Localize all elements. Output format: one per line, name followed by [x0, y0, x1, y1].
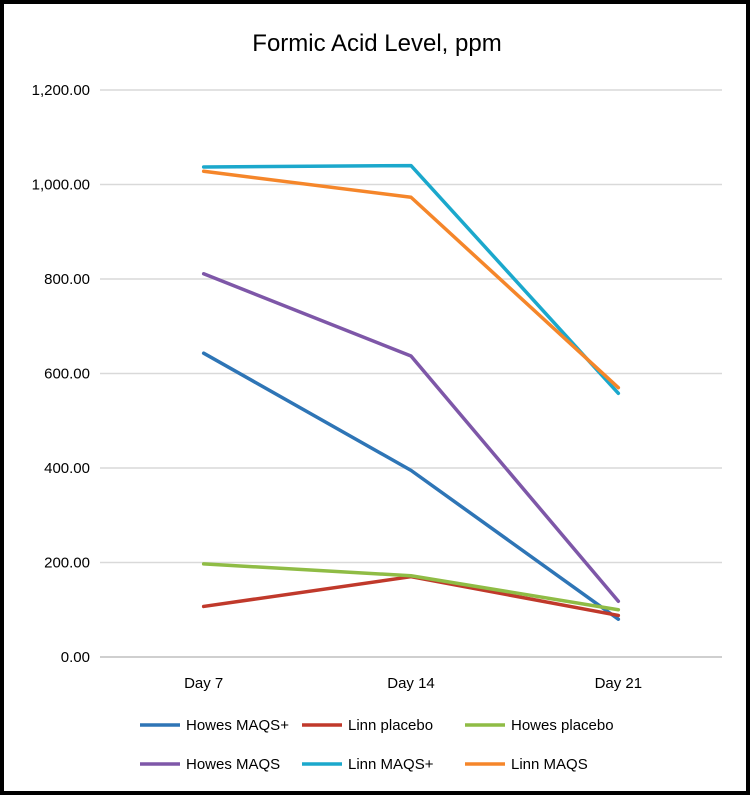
- legend: Howes MAQS+ Linn placebo Howes placebo Howe…: [140, 717, 614, 773]
- legend-label: Howes MAQS+: [186, 717, 289, 734]
- y-axis-ticks: 0.00 200.00 400.00 600.00 800.00 1,000.00 1,20…: [32, 82, 90, 666]
- series-line: [201, 574, 621, 618]
- legend-label: Howes placebo: [511, 717, 614, 734]
- legend-label: Linn placebo: [348, 717, 433, 734]
- y-tick-label: 0.00: [61, 649, 90, 666]
- x-tick-label: Day 14: [387, 675, 435, 692]
- grid-lines: [100, 89, 722, 658]
- y-tick-label: 200.00: [44, 555, 90, 572]
- series-line: [201, 562, 621, 612]
- x-axis-ticks: Day 7 Day 14 Day 21: [184, 675, 642, 692]
- y-tick-label: 400.00: [44, 460, 90, 477]
- legend-label: Linn MAQS: [511, 756, 588, 773]
- series-line: [201, 351, 621, 621]
- chart-title: Formic Acid Level, ppm: [252, 30, 501, 57]
- legend-label: Linn MAQS+: [348, 756, 434, 773]
- y-tick-label: 600.00: [44, 366, 90, 383]
- line-chart: Formic Acid Level, ppm 0.00 200.00 400.00 6…: [32, 30, 722, 773]
- y-tick-label: 1,200.00: [32, 82, 90, 99]
- x-tick-label: Day 21: [595, 675, 643, 692]
- y-tick-label: 1,000.00: [32, 177, 90, 194]
- series-lines: [201, 163, 621, 621]
- x-tick-label: Day 7: [184, 675, 223, 692]
- series-line: [201, 169, 621, 390]
- series-line: [201, 163, 621, 396]
- y-tick-label: 800.00: [44, 271, 90, 288]
- series-line: [201, 272, 621, 603]
- legend-label: Howes MAQS: [186, 756, 280, 773]
